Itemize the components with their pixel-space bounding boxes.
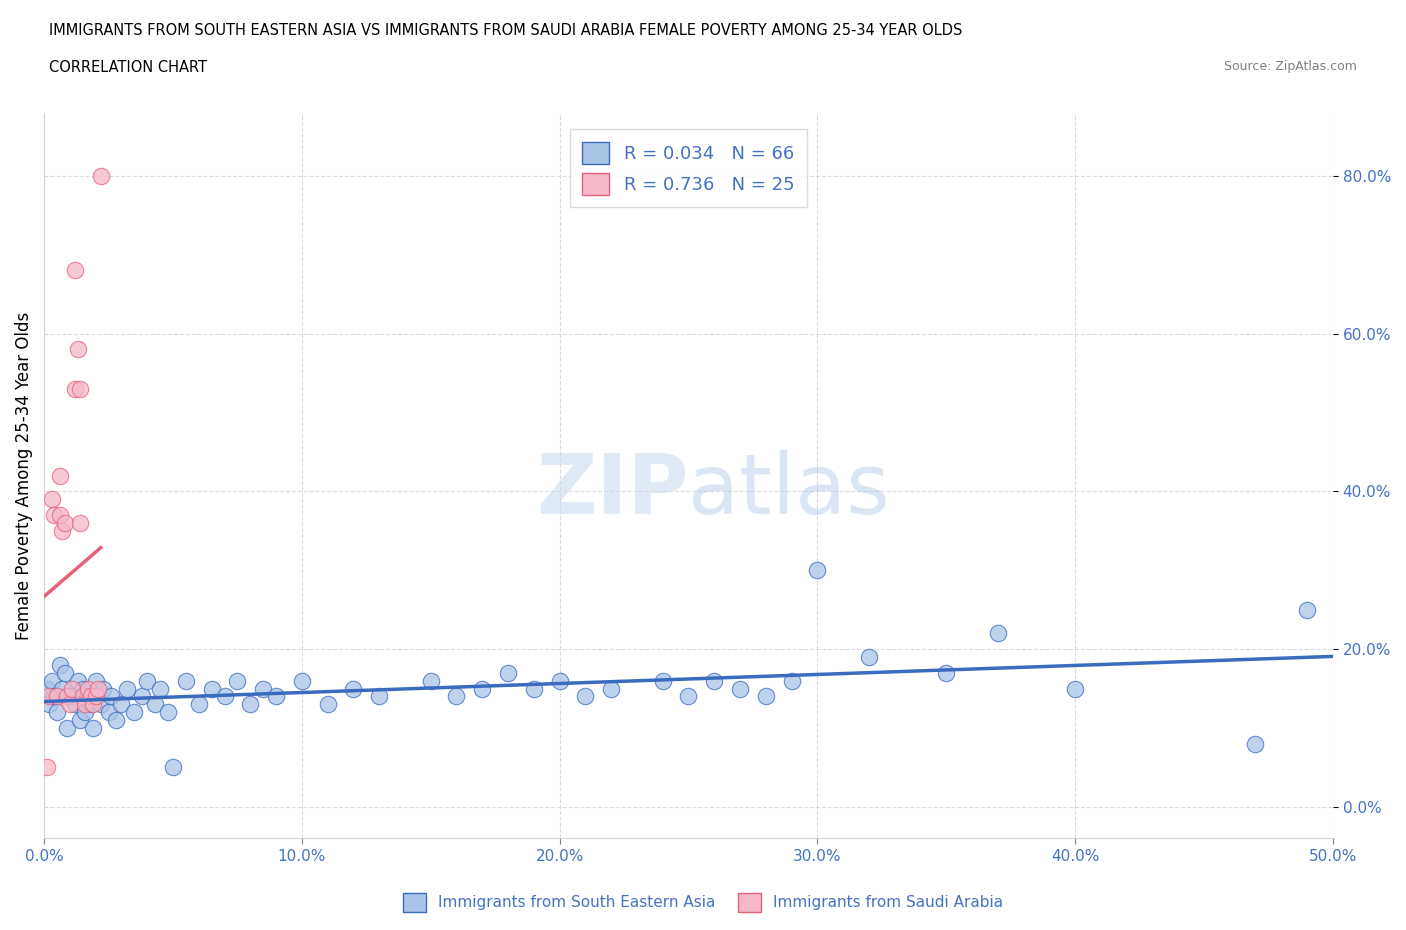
Point xyxy=(935,665,957,680)
Point xyxy=(56,689,79,704)
Point xyxy=(48,468,70,483)
Point xyxy=(678,689,700,704)
Point xyxy=(62,681,84,696)
Point xyxy=(72,689,94,704)
Point xyxy=(41,492,63,507)
Point xyxy=(264,689,287,704)
Point xyxy=(703,673,725,688)
Point xyxy=(162,760,184,775)
Point xyxy=(446,689,468,704)
Point xyxy=(79,697,101,711)
Point xyxy=(419,673,441,688)
Point xyxy=(174,673,197,688)
Point xyxy=(755,689,778,704)
Text: IMMIGRANTS FROM SOUTH EASTERN ASIA VS IMMIGRANTS FROM SAUDI ARABIA FEMALE POVERT: IMMIGRANTS FROM SOUTH EASTERN ASIA VS IM… xyxy=(49,23,963,38)
Point xyxy=(523,681,546,696)
Point xyxy=(38,689,60,704)
Text: CORRELATION CHART: CORRELATION CHART xyxy=(49,60,207,75)
Point xyxy=(239,697,262,711)
Point xyxy=(66,342,89,357)
Point xyxy=(574,689,596,704)
Point xyxy=(1064,681,1087,696)
Point xyxy=(226,673,249,688)
Point xyxy=(136,673,159,688)
Point xyxy=(69,515,91,530)
Point xyxy=(38,697,60,711)
Point xyxy=(63,381,86,396)
Point xyxy=(90,697,112,711)
Point xyxy=(368,689,391,704)
Point xyxy=(66,673,89,688)
Point xyxy=(77,689,100,704)
Point xyxy=(496,665,519,680)
Point xyxy=(59,697,82,711)
Point xyxy=(548,673,571,688)
Point xyxy=(69,712,91,727)
Point xyxy=(100,689,122,704)
Point xyxy=(1244,737,1267,751)
Point xyxy=(214,689,236,704)
Point xyxy=(82,697,104,711)
Point xyxy=(44,508,66,523)
Y-axis label: Female Poverty Among 25-34 Year Olds: Female Poverty Among 25-34 Year Olds xyxy=(15,312,32,640)
Point xyxy=(72,681,94,696)
Point xyxy=(41,673,63,688)
Point xyxy=(651,673,673,688)
Point xyxy=(75,697,97,711)
Point xyxy=(51,681,73,696)
Point xyxy=(63,263,86,278)
Point xyxy=(48,508,70,523)
Point xyxy=(97,705,120,720)
Point xyxy=(987,626,1010,641)
Point xyxy=(143,697,166,711)
Text: Source: ZipAtlas.com: Source: ZipAtlas.com xyxy=(1223,60,1357,73)
Point xyxy=(84,673,107,688)
Point xyxy=(46,689,69,704)
Point xyxy=(187,697,209,711)
Legend: Immigrants from South Eastern Asia, Immigrants from Saudi Arabia: Immigrants from South Eastern Asia, Immi… xyxy=(396,887,1010,918)
Point xyxy=(35,760,58,775)
Point xyxy=(156,705,179,720)
Point xyxy=(858,649,880,664)
Point xyxy=(75,705,97,720)
Point xyxy=(471,681,494,696)
Point xyxy=(600,681,623,696)
Point xyxy=(149,681,172,696)
Point xyxy=(59,689,82,704)
Point xyxy=(110,697,132,711)
Point xyxy=(316,697,339,711)
Point xyxy=(44,689,66,704)
Legend: R = 0.034   N = 66, R = 0.736   N = 25: R = 0.034 N = 66, R = 0.736 N = 25 xyxy=(569,129,807,207)
Point xyxy=(252,681,274,696)
Point xyxy=(93,681,115,696)
Point xyxy=(69,381,91,396)
Point xyxy=(780,673,803,688)
Text: atlas: atlas xyxy=(689,449,890,530)
Point xyxy=(90,168,112,183)
Point xyxy=(77,681,100,696)
Text: ZIP: ZIP xyxy=(536,449,689,530)
Point xyxy=(806,563,828,578)
Point xyxy=(63,697,86,711)
Point xyxy=(124,705,146,720)
Point xyxy=(79,689,101,704)
Point xyxy=(53,515,76,530)
Point xyxy=(53,665,76,680)
Point xyxy=(84,689,107,704)
Point xyxy=(56,721,79,736)
Point xyxy=(201,681,224,696)
Point xyxy=(728,681,751,696)
Point xyxy=(82,721,104,736)
Point xyxy=(1296,603,1319,618)
Point xyxy=(48,658,70,672)
Point xyxy=(342,681,364,696)
Point xyxy=(35,681,58,696)
Point xyxy=(87,681,110,696)
Point xyxy=(105,712,128,727)
Point xyxy=(51,524,73,538)
Point xyxy=(46,705,69,720)
Point xyxy=(115,681,138,696)
Point xyxy=(131,689,153,704)
Point xyxy=(291,673,314,688)
